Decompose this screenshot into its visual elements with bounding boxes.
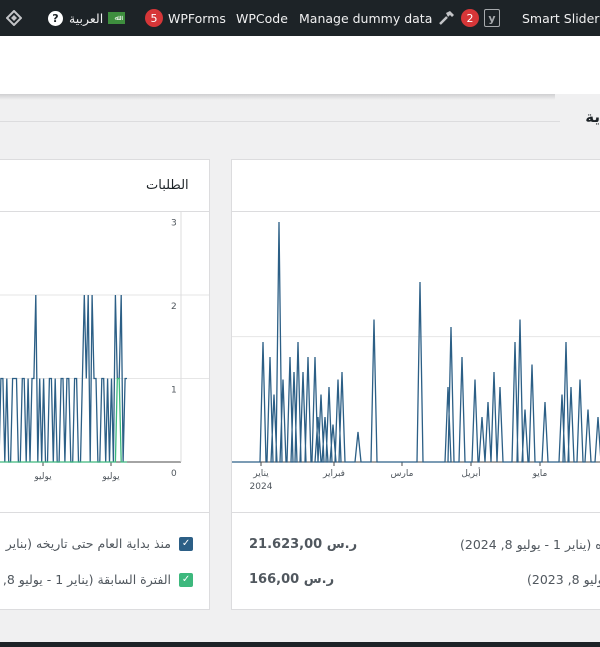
x-tick-label: مايو bbox=[532, 469, 548, 479]
series-line-sales bbox=[232, 221, 600, 463]
bottom-bar bbox=[0, 642, 600, 647]
wpforms-count-badge: 5 bbox=[145, 9, 163, 27]
legend-current-period[interactable]: ✓ منذ بداية العام حتى تاريخه (بناير bbox=[6, 536, 193, 551]
orders-card-divider bbox=[0, 211, 209, 212]
sales-current-value: 21.623,00 ر.س bbox=[249, 537, 358, 552]
y-tick-label: 2 bbox=[171, 302, 177, 312]
checkbox-checked-icon[interactable]: ✓ bbox=[179, 536, 193, 551]
header-shadow bbox=[0, 94, 555, 100]
sales-previous-range: وليو 8, 2023) bbox=[527, 572, 600, 587]
page-header bbox=[0, 36, 600, 94]
flag-icon: ﷲ bbox=[108, 12, 126, 24]
section-divider bbox=[0, 121, 560, 122]
orders-legend-divider bbox=[0, 512, 209, 513]
smart-slider-label: Smart Slider bbox=[522, 10, 600, 26]
x-tick-label: يناير bbox=[252, 469, 269, 479]
legend-previous-label: الفترة السابقة (يناير 1 - يوليو 8, bbox=[2, 572, 171, 587]
yoast-menu[interactable]: 2 y bbox=[461, 0, 500, 36]
language-label: العربية bbox=[69, 10, 104, 26]
x-tick-label: فبراير bbox=[322, 469, 345, 479]
orders-card-title: الطلبات bbox=[146, 178, 189, 193]
x-tick-label: يوليو bbox=[33, 472, 52, 482]
wpcode-label: WPCode bbox=[236, 10, 288, 26]
sales-legend-divider bbox=[232, 512, 600, 513]
legend-current-label: منذ بداية العام حتى تاريخه (بناير bbox=[5, 536, 171, 551]
manage-dummy-data-menu[interactable]: Manage dummy data bbox=[299, 0, 455, 36]
language-switcher[interactable]: ? العربية ﷲ bbox=[48, 0, 126, 36]
admin-bar: ? العربية ﷲ 5 WPForms WPCode Manage dumm… bbox=[0, 0, 600, 36]
wpforms-label: WPForms bbox=[168, 10, 226, 26]
sales-previous-value: 166,00 ر.س bbox=[249, 572, 335, 587]
legend-previous-period[interactable]: ✓ الفترة السابقة (يناير 1 - يوليو 8, bbox=[3, 572, 193, 587]
series-line-previous bbox=[0, 377, 127, 463]
yoast-count-badge: 2 bbox=[461, 9, 479, 27]
x-tick-label: أبريل bbox=[461, 467, 480, 479]
hammer-icon bbox=[439, 11, 455, 25]
smart-slider-menu[interactable]: Smart Slider bbox=[522, 0, 599, 36]
section-title: ية bbox=[585, 108, 600, 126]
y-tick-label: 1 bbox=[171, 386, 177, 396]
sales-current-range: ه (يناير 1 - يوليو 8, 2024) bbox=[460, 537, 600, 552]
diamond-icon[interactable] bbox=[6, 0, 22, 36]
wpforms-menu[interactable]: 5 WPForms bbox=[145, 0, 226, 36]
sales-card-divider bbox=[232, 211, 600, 212]
checkbox-checked-icon[interactable]: ✓ bbox=[179, 572, 193, 587]
y-tick-label: 3 bbox=[171, 219, 177, 229]
wpcode-menu[interactable]: WPCode bbox=[236, 0, 288, 36]
x-tick-label: مارس bbox=[391, 469, 414, 479]
x-tick-label: 2024 bbox=[250, 482, 273, 492]
y-tick-label: 0 bbox=[171, 469, 177, 479]
yoast-icon: y bbox=[484, 9, 500, 27]
orders-card: الطلبات 0 1 2 3 يوليو يوليو ✓ منذ بداية العام… bbox=[0, 159, 210, 610]
sales-chart: يناير 2024 فبراير مارس أبريل مايو bbox=[232, 221, 600, 492]
sales-card: يناير 2024 فبراير مارس أبريل مايو 21.623,00 ر… bbox=[231, 159, 600, 610]
manage-dummy-label: Manage dummy data bbox=[299, 10, 433, 26]
x-tick-label: يوليو bbox=[101, 472, 120, 482]
orders-chart: 0 1 2 3 يوليو يوليو bbox=[0, 212, 209, 482]
help-icon[interactable]: ? bbox=[48, 10, 63, 26]
